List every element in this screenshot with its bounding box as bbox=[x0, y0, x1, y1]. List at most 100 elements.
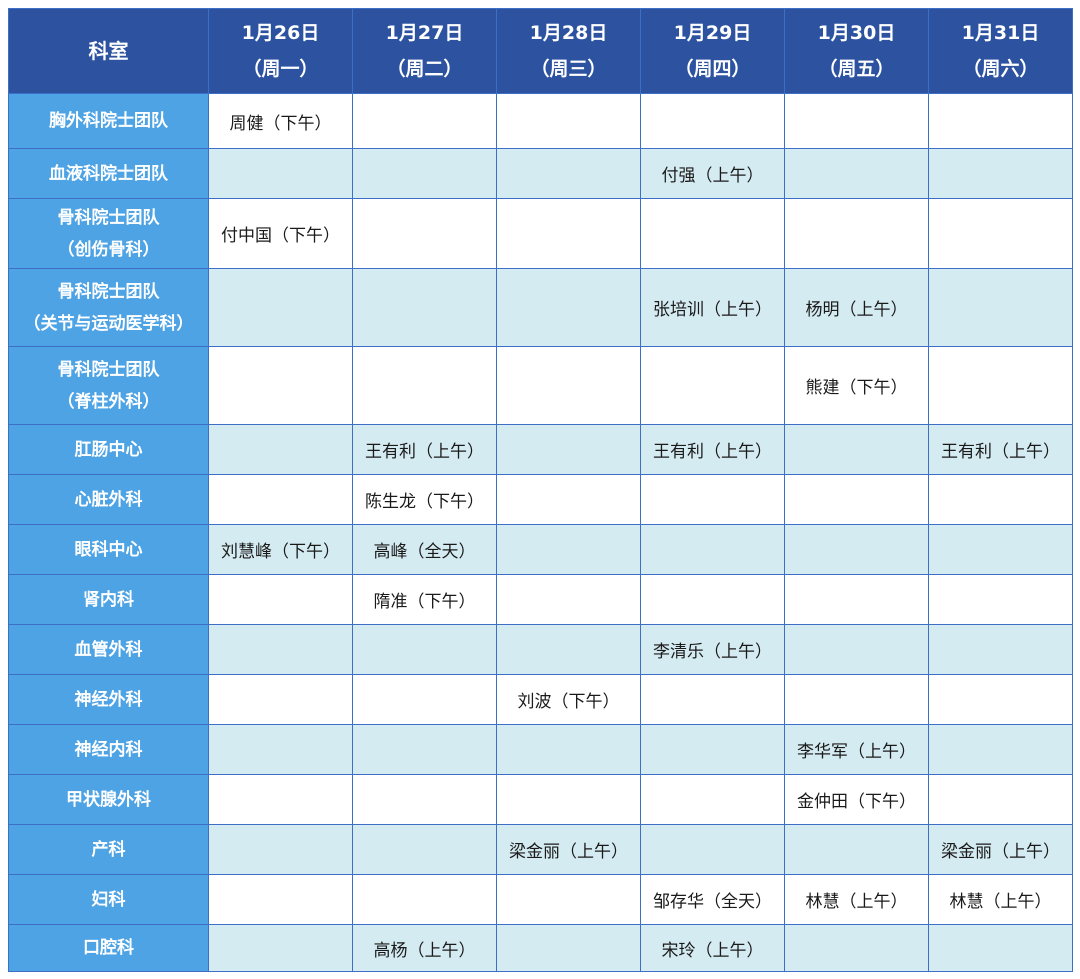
schedule-cell bbox=[208, 674, 353, 725]
schedule-cell: 李清乐（上午） bbox=[640, 624, 785, 675]
table-row: 肛肠中心 王有利（上午） 王有利（上午） 王有利（上午） bbox=[8, 424, 1073, 475]
schedule-cell bbox=[784, 524, 929, 575]
table-row: 甲状腺外科 金仲田（下午） bbox=[8, 774, 1073, 825]
dept-name-line: 骨科院士团队 bbox=[57, 359, 160, 380]
schedule-cell bbox=[784, 674, 929, 725]
schedule-cell bbox=[640, 774, 785, 825]
schedule-cell bbox=[640, 674, 785, 725]
schedule-cell bbox=[784, 93, 929, 149]
dept-name-cell: 心脏外科 bbox=[8, 474, 209, 525]
schedule-cell bbox=[640, 198, 785, 269]
schedule-cell bbox=[640, 474, 785, 525]
schedule-cell: 高峰（全天） bbox=[352, 524, 497, 575]
schedule-cell: 王有利（上午） bbox=[640, 424, 785, 475]
day-weekday: （周三） bbox=[530, 58, 607, 80]
dept-name-line: 肛肠中心 bbox=[74, 439, 143, 460]
day-date: 1月29日 bbox=[673, 22, 752, 44]
schedule-cell: 熊建（下午） bbox=[784, 346, 929, 425]
table-row: 神经内科 李华军（上午） bbox=[8, 724, 1073, 775]
day-weekday: （周一） bbox=[242, 58, 319, 80]
dept-name-line: 血管外科 bbox=[74, 639, 143, 660]
schedule-cell bbox=[496, 924, 641, 972]
schedule-cell bbox=[784, 148, 929, 199]
table-row: 骨科院士团队 （创伤骨科） 付中国（下午） bbox=[8, 198, 1073, 269]
schedule-cell bbox=[352, 624, 497, 675]
schedule-cell bbox=[640, 574, 785, 625]
dept-name-line: 骨科院士团队 bbox=[57, 207, 160, 228]
dept-name-cell: 口腔科 bbox=[8, 924, 209, 972]
schedule-cell bbox=[784, 474, 929, 525]
dept-name-line: 眼科中心 bbox=[74, 539, 143, 560]
day-date: 1月30日 bbox=[817, 22, 896, 44]
schedule-cell: 邹存华（全天） bbox=[640, 874, 785, 925]
dept-name-line: 妇科 bbox=[91, 889, 126, 910]
dept-name-cell: 肾内科 bbox=[8, 574, 209, 625]
schedule-cell bbox=[640, 724, 785, 775]
schedule-cell bbox=[496, 774, 641, 825]
schedule-cell bbox=[928, 198, 1073, 269]
dept-name-cell: 眼科中心 bbox=[8, 524, 209, 575]
schedule-cell bbox=[352, 724, 497, 775]
schedule-cell: 周健（下午） bbox=[208, 93, 353, 149]
dept-name-cell: 骨科院士团队 （关节与运动医学科） bbox=[8, 268, 209, 347]
table-row: 肾内科 隋准（下午） bbox=[8, 574, 1073, 625]
schedule-cell bbox=[928, 346, 1073, 425]
schedule-cell bbox=[640, 824, 785, 875]
schedule-cell bbox=[208, 724, 353, 775]
schedule-cell bbox=[496, 346, 641, 425]
dept-name-cell: 血管外科 bbox=[8, 624, 209, 675]
dept-name-cell: 产科 bbox=[8, 824, 209, 875]
day-date: 1月28日 bbox=[529, 22, 608, 44]
schedule-cell bbox=[208, 824, 353, 875]
dept-name-line: 口腔科 bbox=[83, 938, 134, 958]
day-date: 1月27日 bbox=[385, 22, 464, 44]
day-column-header: 1月26日 （周一） bbox=[208, 8, 353, 94]
table-row: 骨科院士团队 （脊柱外科） 熊建（下午） bbox=[8, 346, 1073, 425]
schedule-cell bbox=[208, 624, 353, 675]
schedule-cell bbox=[496, 724, 641, 775]
table-row: 骨科院士团队 （关节与运动医学科） 张培训（上午） 杨明（上午） bbox=[8, 268, 1073, 347]
dept-name-cell: 肛肠中心 bbox=[8, 424, 209, 475]
schedule-cell bbox=[640, 524, 785, 575]
day-weekday: （周二） bbox=[386, 58, 463, 80]
dept-name-line: 骨科院士团队 bbox=[57, 281, 160, 302]
schedule-cell bbox=[928, 524, 1073, 575]
schedule-cell bbox=[640, 346, 785, 425]
schedule-cell bbox=[784, 824, 929, 875]
schedule-cell bbox=[208, 474, 353, 525]
schedule-cell: 张培训（上午） bbox=[640, 268, 785, 347]
schedule-cell: 林慧（上午） bbox=[928, 874, 1073, 925]
day-weekday: （周五） bbox=[818, 58, 895, 80]
schedule-cell bbox=[352, 198, 497, 269]
schedule-cell bbox=[208, 268, 353, 347]
schedule-cell bbox=[208, 924, 353, 972]
table-row: 心脏外科 陈生龙（下午） bbox=[8, 474, 1073, 525]
schedule-cell bbox=[496, 148, 641, 199]
schedule-cell bbox=[208, 774, 353, 825]
schedule-cell bbox=[352, 268, 497, 347]
dept-name-cell: 骨科院士团队 （创伤骨科） bbox=[8, 198, 209, 269]
schedule-cell bbox=[496, 574, 641, 625]
dept-name-line: 心脏外科 bbox=[74, 489, 143, 510]
schedule-cell: 王有利（上午） bbox=[928, 424, 1073, 475]
schedule-cell bbox=[352, 93, 497, 149]
table-row: 妇科 邹存华（全天） 林慧（上午） 林慧（上午） bbox=[8, 874, 1073, 925]
schedule-table: 科室 1月26日 （周一） 1月27日 （周二） 1月28日 （周三） 1月29日 （周四） 1… bbox=[8, 8, 1073, 972]
schedule-cell: 隋准（下午） bbox=[352, 574, 497, 625]
schedule-cell bbox=[928, 148, 1073, 199]
schedule-cell bbox=[496, 93, 641, 149]
schedule-cell bbox=[352, 346, 497, 425]
schedule-cell bbox=[208, 424, 353, 475]
schedule-cell bbox=[784, 424, 929, 475]
schedule-cell: 宋玲（上午） bbox=[640, 924, 785, 972]
header-row: 科室 1月26日 （周一） 1月27日 （周二） 1月28日 （周三） 1月29日 （周四） 1… bbox=[8, 8, 1073, 94]
dept-name-line: 甲状腺外科 bbox=[66, 789, 151, 810]
schedule-cell: 高杨（上午） bbox=[352, 924, 497, 972]
schedule-cell bbox=[928, 574, 1073, 625]
schedule-cell bbox=[784, 624, 929, 675]
dept-column-header: 科室 bbox=[8, 8, 209, 94]
schedule-cell: 刘慧峰（下午） bbox=[208, 524, 353, 575]
schedule-cell bbox=[496, 524, 641, 575]
dept-name-line: （脊柱外科） bbox=[57, 391, 160, 412]
dept-name-cell: 神经外科 bbox=[8, 674, 209, 725]
